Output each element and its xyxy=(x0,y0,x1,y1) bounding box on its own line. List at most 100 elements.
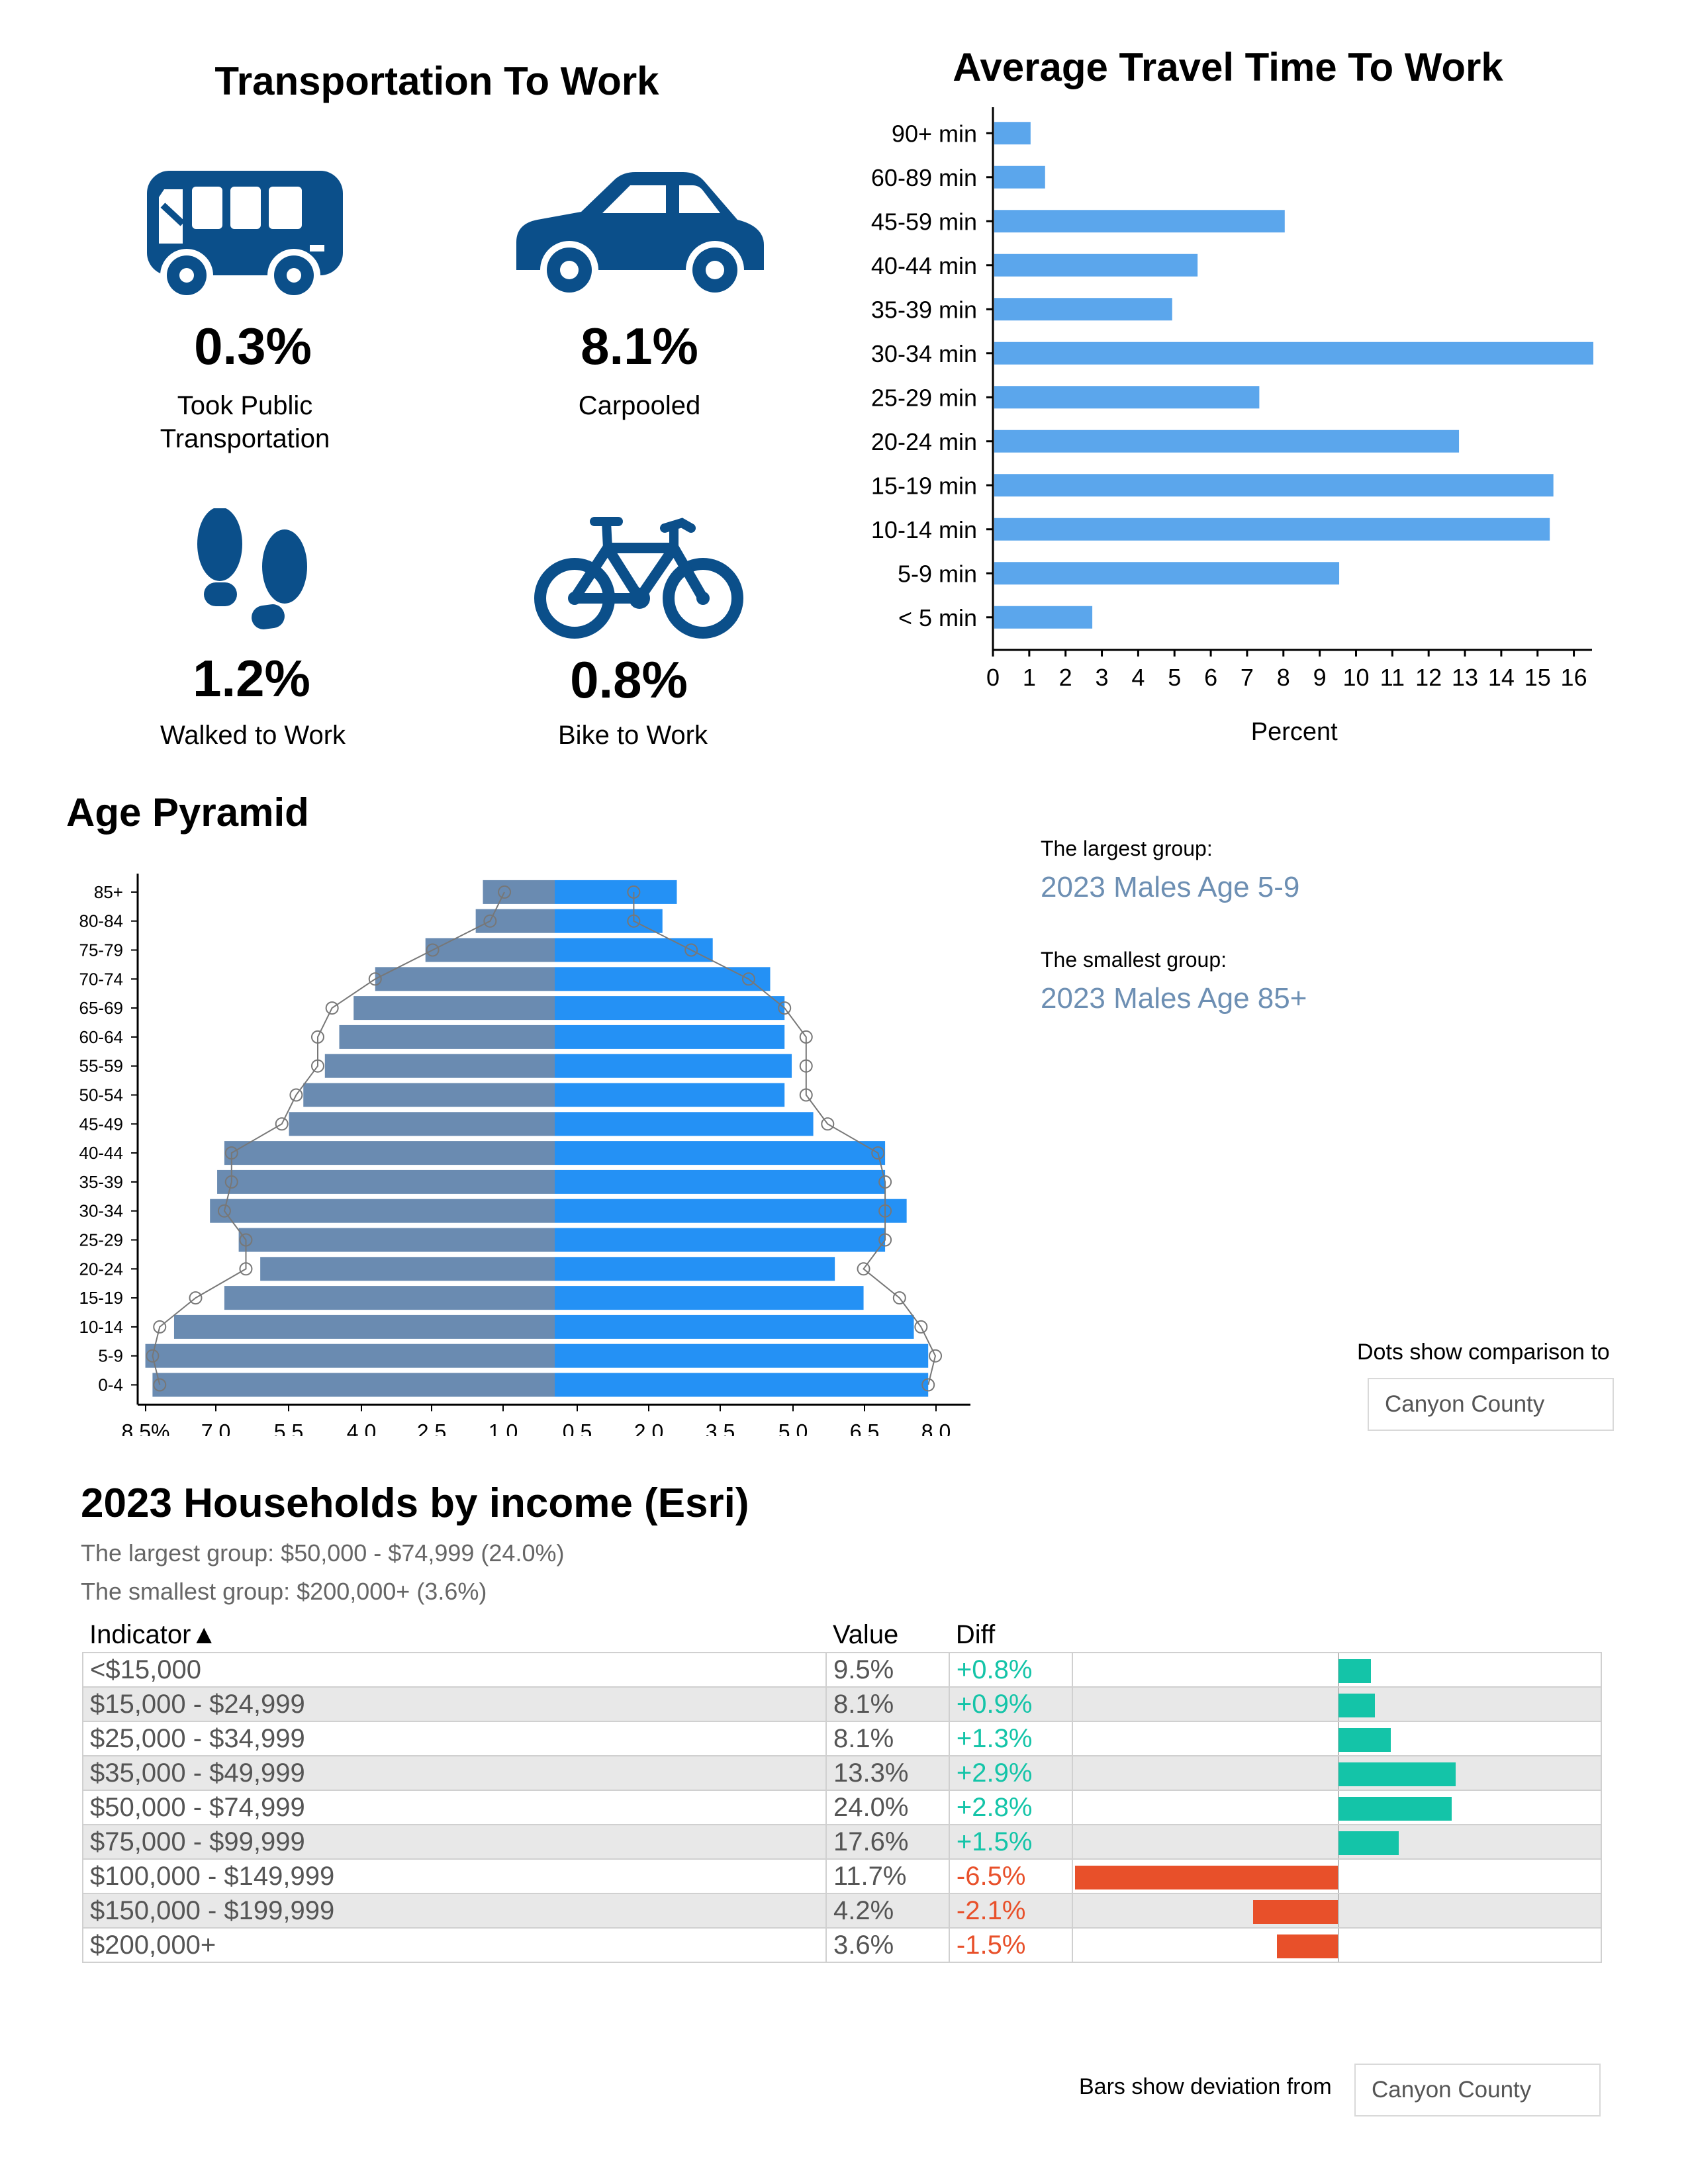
pyramid-title: Age Pyramid xyxy=(66,790,309,835)
age-pyramid-chart: Age Pyramid 85+ 80-84 75-79 70-74 65-69 60-64 5… xyxy=(66,790,970,1436)
pyramid-male-bar xyxy=(475,909,555,933)
value-column-header[interactable]: Value xyxy=(832,1619,899,1649)
deviation-bar xyxy=(1338,1831,1399,1855)
travel-category-label: 25-29 min xyxy=(871,384,977,411)
pyramid-male-comparison-dot xyxy=(189,1291,203,1305)
travel-x-tick-label: 3 xyxy=(1096,664,1109,691)
pyramid-male-comparison-dot xyxy=(153,1320,167,1334)
pyramid-female-comparison-dot xyxy=(627,914,641,928)
pyramid-female-bar xyxy=(555,1112,814,1136)
pyramid-female-bar xyxy=(555,880,677,904)
pyramid-female-bar xyxy=(555,1257,835,1281)
income-indicator-cell: $150,000 - $199,999 xyxy=(82,1893,827,1929)
pyramid-age-label: 55-59 xyxy=(79,1056,124,1076)
pyramid-female-comparison-dot xyxy=(821,1117,835,1131)
pyramid-female-bar xyxy=(555,996,785,1021)
travel-x-tick-label: 8 xyxy=(1277,664,1290,691)
pyramid-x-tick-label: 5.5 xyxy=(274,1420,303,1436)
transport-title: Transportation To Work xyxy=(214,59,659,103)
income-row: $50,000 - $74,999 24.0% +2.8% xyxy=(82,1790,1603,1825)
travel-x-tick-label: 6 xyxy=(1204,664,1217,691)
pyramid-male-bar xyxy=(238,1228,555,1252)
pyramid-female-bar xyxy=(555,1199,907,1223)
income-title: 2023 Households by income (Esri) xyxy=(81,1480,749,1526)
pyramid-x-tick-label: 1.0 xyxy=(489,1420,518,1436)
pyramid-male-comparison-dot xyxy=(310,1030,324,1044)
carpool-label: Carpooled xyxy=(507,389,772,422)
income-deviation-cell xyxy=(1071,1652,1603,1688)
travel-category-label: 30-34 min xyxy=(871,340,977,367)
pyramid-male-comparison-dot xyxy=(426,943,440,957)
income-diff-cell: +0.8% xyxy=(948,1652,1073,1688)
pyramid-female-comparison-dot xyxy=(871,1146,885,1160)
deviation-bar xyxy=(1338,1762,1456,1786)
car-icon xyxy=(516,172,764,299)
income-row: $25,000 - $34,999 8.1% +1.3% xyxy=(82,1721,1603,1756)
deviation-select-value: Canyon County xyxy=(1372,2077,1532,2103)
pyramid-male-bar xyxy=(339,1024,555,1049)
travel-x-tick-label: 10 xyxy=(1342,664,1369,691)
income-row: $75,000 - $99,999 17.6% +1.5% xyxy=(82,1824,1603,1860)
travel-x-tick-label: 0 xyxy=(986,664,1000,691)
pyramid-male-comparison-dot xyxy=(368,972,382,986)
pyramid-age-label: 20-24 xyxy=(79,1259,124,1279)
pyramid-male-bar xyxy=(425,938,555,962)
pyramid-female-bar xyxy=(555,1054,792,1078)
pyramid-male-comparison-dot xyxy=(498,885,512,899)
income-value-cell: 8.1% xyxy=(825,1721,950,1756)
travel-x-tick-label: 7 xyxy=(1241,664,1254,691)
pyramid-age-label: 25-29 xyxy=(79,1230,124,1250)
pyramid-female-bar xyxy=(555,1314,914,1339)
pyramid-male-bar xyxy=(173,1314,555,1339)
pyramid-female-bar xyxy=(555,1343,929,1368)
income-deviation-cell xyxy=(1071,1893,1603,1929)
pyramid-female-comparison-dot xyxy=(878,1233,892,1247)
travel-bar xyxy=(994,253,1198,277)
travel-x-tick-label: 2 xyxy=(1059,664,1072,691)
bike-label: Bike to Work xyxy=(500,719,765,752)
travel-x-tick-label: 9 xyxy=(1313,664,1327,691)
pyramid-male-comparison-dot xyxy=(239,1233,253,1247)
income-row: $15,000 - $24,999 8.1% +0.9% xyxy=(82,1686,1603,1722)
indicator-column-header[interactable]: Indicator▲ xyxy=(89,1619,218,1649)
income-diff-cell: +1.3% xyxy=(948,1721,1073,1756)
travel-chart-title: Average Travel Time To Work xyxy=(953,45,1503,89)
pyramid-female-comparison-dot xyxy=(892,1291,906,1305)
income-row: <$15,000 9.5% +0.8% xyxy=(82,1652,1603,1688)
income-value-cell: 8.1% xyxy=(825,1686,950,1722)
pyramid-age-label: 0-4 xyxy=(98,1375,123,1395)
pyramid-female-bar xyxy=(555,1024,785,1049)
travel-category-label: 35-39 min xyxy=(871,296,977,323)
comparison-select[interactable]: Canyon County xyxy=(1368,1378,1614,1431)
pyramid-female-bar xyxy=(555,1083,785,1107)
income-indicator-cell: $50,000 - $74,999 xyxy=(82,1790,827,1825)
pyramid-male-comparison-dot xyxy=(153,1378,167,1392)
deviation-bar xyxy=(1338,1728,1391,1752)
income-smallest-note: The smallest group: $200,000+ (3.6%) xyxy=(81,1578,487,1605)
deviation-select[interactable]: Canyon County xyxy=(1354,2064,1601,2116)
pyramid-male-bar xyxy=(260,1257,555,1281)
travel-bar xyxy=(994,518,1550,541)
income-indicator-cell: $25,000 - $34,999 xyxy=(82,1721,827,1756)
pyramid-male-comparison-dot xyxy=(146,1349,160,1363)
bike-value: 0.8% xyxy=(570,651,688,709)
travel-category-label: 20-24 min xyxy=(871,428,977,455)
travel-bar xyxy=(994,122,1031,145)
income-diff-cell: +2.8% xyxy=(948,1790,1073,1825)
pyramid-female-bar xyxy=(555,1373,929,1397)
pyramid-male-bar xyxy=(210,1199,555,1223)
pyramid-male-bar xyxy=(483,880,555,904)
pyramid-male-comparison-dot xyxy=(239,1262,253,1276)
comparison-select-value: Canyon County xyxy=(1385,1391,1545,1417)
pyramid-female-bar xyxy=(555,1141,886,1165)
pyramid-age-label: 15-19 xyxy=(79,1288,124,1308)
diff-column-header[interactable]: Diff xyxy=(955,1619,996,1649)
income-deviation-cell xyxy=(1071,1721,1603,1756)
deviation-zero-line xyxy=(1337,1860,1339,1893)
income-diff-cell: -2.1% xyxy=(948,1893,1073,1929)
travel-x-axis-label: Percent xyxy=(1251,718,1338,746)
income-diff-cell: +0.9% xyxy=(948,1686,1073,1722)
smallest-group-value: 2023 Males Age 85+ xyxy=(1041,982,1307,1015)
travel-category-label: 90+ min xyxy=(892,120,977,147)
income-deviation-cell xyxy=(1071,1927,1603,1963)
